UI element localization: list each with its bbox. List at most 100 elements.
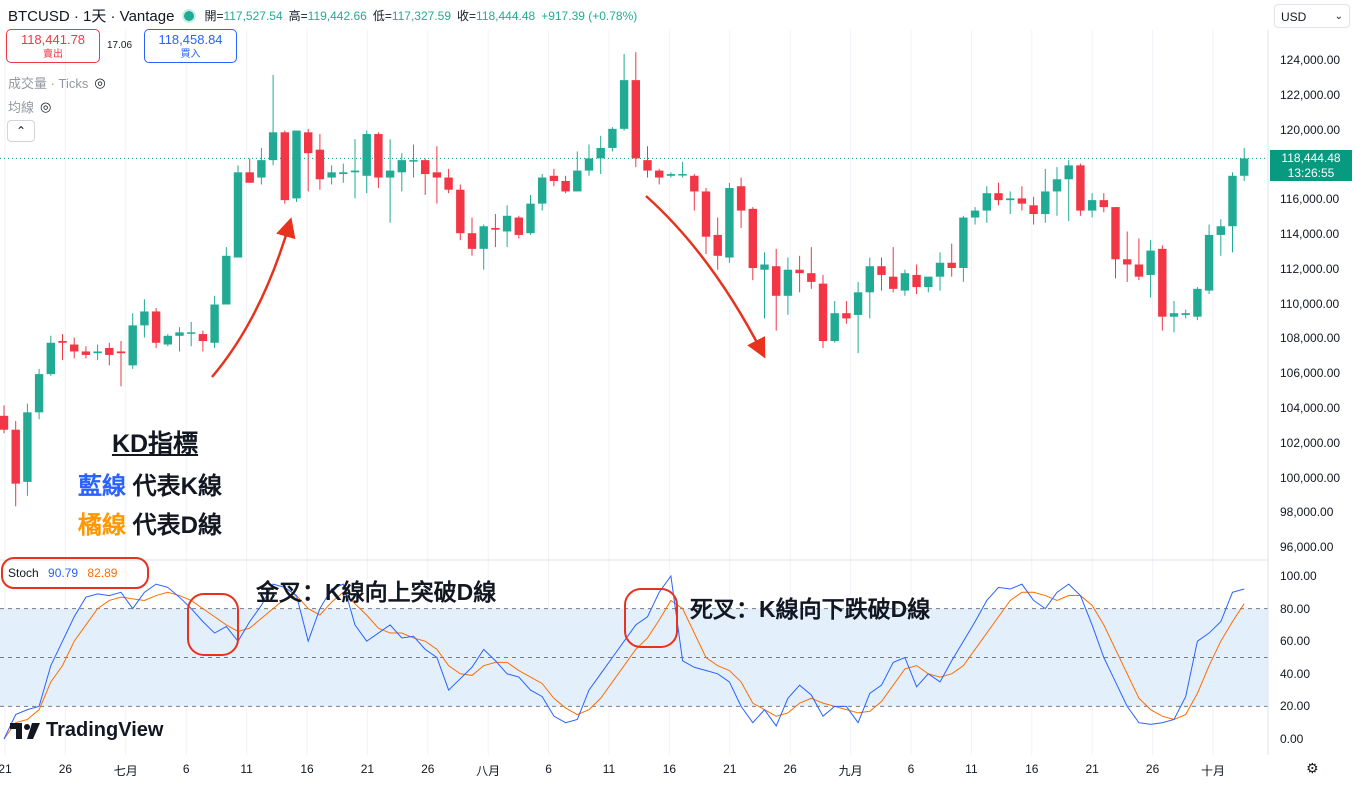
stoch-name: Stoch [8, 566, 39, 580]
high-label: 高= [289, 7, 308, 24]
candle-body [795, 270, 803, 273]
chevron-up-icon: ⌃ [16, 124, 26, 138]
currency-select[interactable]: USD ⌄ [1274, 4, 1350, 28]
candle-body [1065, 165, 1073, 179]
time-axis-label: 16 [300, 762, 313, 776]
price-axis-label: 110,000.00 [1280, 297, 1339, 311]
candle-body [924, 277, 932, 287]
low-value: 117,327.59 [392, 9, 451, 23]
candle-body [831, 313, 839, 341]
candle-body [117, 351, 125, 353]
candle-body [655, 171, 663, 178]
candle-body [1029, 205, 1037, 214]
candle-body [702, 191, 710, 236]
candle-body [374, 134, 382, 177]
price-axis-label: 124,000.00 [1280, 53, 1340, 67]
candle-body [82, 351, 90, 354]
candle-body [784, 270, 792, 296]
time-axis-label: 八月 [476, 762, 500, 779]
ma-indicator[interactable]: 均線 ◎ [8, 97, 51, 116]
candle-body [901, 273, 909, 290]
candle-body [1217, 226, 1225, 235]
eye-hidden-icon[interactable]: ◎ [40, 99, 51, 115]
kd-orange-line-note: 橘線 代表D線 [60, 505, 260, 540]
close-value: 118,444.48 [476, 9, 535, 23]
candle-body [1006, 198, 1014, 200]
candle-body [1205, 235, 1213, 291]
time-axis-label: 21 [361, 762, 374, 776]
sell-label: 賣出 [7, 47, 99, 62]
symbol-title[interactable]: BTCUSD · 1天 · Vantage [8, 5, 174, 26]
candle-body [1146, 251, 1154, 275]
candle-body [1088, 200, 1096, 210]
candle-body [269, 132, 277, 160]
candle-body [468, 233, 476, 249]
kd-title: KD指標 [60, 424, 250, 460]
candle-body [409, 160, 417, 162]
candle-body [1135, 264, 1143, 276]
settings-icon[interactable]: ⚙ [1306, 760, 1319, 777]
candle-body [959, 218, 967, 268]
candle-body [199, 334, 207, 341]
candle-body [1111, 207, 1119, 259]
change-value: +917.39 (+0.78%) [541, 9, 637, 23]
candle-body [737, 186, 745, 210]
stoch-axis-label: 60.00 [1280, 634, 1310, 648]
stoch-legend[interactable]: Stoch 90.79 82.89 [8, 566, 117, 580]
stoch-axis-label: 80.00 [1280, 602, 1310, 616]
time-axis-label: 16 [663, 762, 676, 776]
time-axis-label: 11 [603, 762, 615, 776]
price-axis-label: 100,000.00 [1280, 471, 1340, 485]
time-axis-label: 21 [1086, 762, 1099, 776]
candle-body [444, 178, 452, 190]
candle-body [515, 218, 523, 235]
candle-body [281, 132, 289, 200]
time-axis-label: 九月 [839, 762, 863, 779]
volume-indicator[interactable]: 成交量 · Ticks ◎ [8, 73, 106, 92]
volume-label: 成交量 · Ticks [8, 73, 88, 92]
candle-body [842, 313, 850, 318]
time-axis-label: 6 [545, 762, 552, 776]
sell-button[interactable]: 118,441.78 賣出 [6, 29, 100, 63]
candle-body [12, 430, 20, 484]
candle-body [234, 172, 242, 257]
candle-body [526, 204, 534, 234]
candle-body [105, 348, 113, 355]
stoch-axis-label: 20.00 [1280, 699, 1310, 713]
candle-body [854, 292, 862, 315]
candle-body [386, 171, 394, 178]
blue-word: 藍線 [78, 473, 126, 500]
candle-body [678, 174, 686, 176]
candle-body [1123, 259, 1131, 264]
candle-body [175, 332, 183, 335]
candle-body [187, 332, 195, 334]
symbol-header: BTCUSD · 1天 · Vantage 開= 117,527.54 高= 119… [8, 5, 637, 26]
countdown: 13:26:55 [1270, 166, 1352, 181]
last-price-label: 118,444.48 13:26:55 [1270, 150, 1352, 181]
candle-body [983, 193, 991, 210]
candle-body [398, 160, 406, 172]
candle-body [948, 263, 956, 268]
candle-body [620, 80, 628, 129]
buy-button[interactable]: 118,458.84 買入 [144, 29, 237, 63]
spread-value: 17.06 [107, 40, 132, 51]
candle-body [807, 273, 815, 282]
candle-body [866, 266, 874, 292]
stoch-axis-label: 40.00 [1280, 667, 1310, 681]
price-axis-label: 122,000.00 [1280, 88, 1340, 102]
candle-body [725, 188, 733, 258]
price-axis-label: 98,000.00 [1280, 505, 1333, 519]
candle-body [1193, 289, 1201, 317]
collapse-legend-button[interactable]: ⌃ [7, 120, 35, 142]
price-axis-label: 114,000.00 [1280, 227, 1339, 241]
candle-body [222, 256, 230, 305]
tradingview-logo[interactable]: TradingView [10, 719, 163, 742]
kd-blue-line-note: 藍線 代表K線 [60, 466, 260, 501]
eye-hidden-icon[interactable]: ◎ [94, 75, 105, 91]
candle-body [421, 160, 429, 174]
time-axis-label: 26 [784, 762, 797, 776]
candle-body [292, 131, 300, 199]
candle-body [561, 181, 569, 191]
candle-body [597, 148, 605, 158]
